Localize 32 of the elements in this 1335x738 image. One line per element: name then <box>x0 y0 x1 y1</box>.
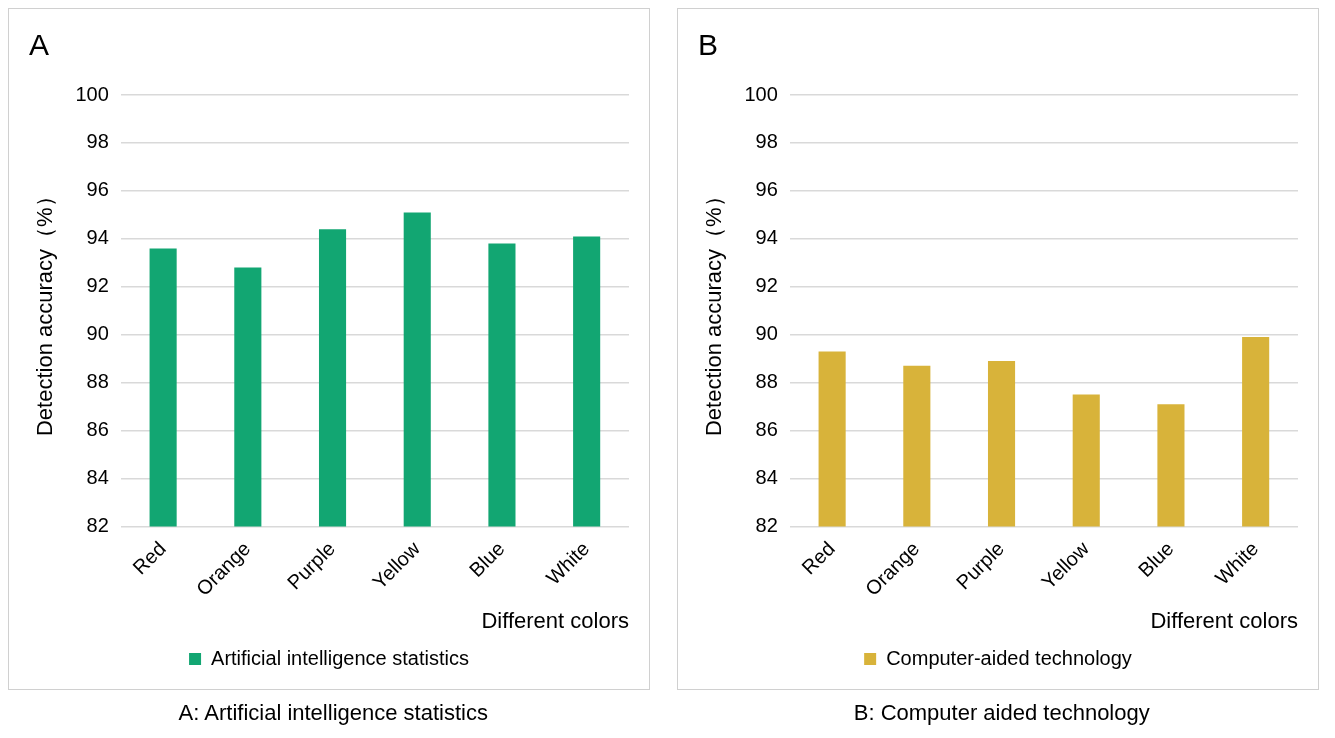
x-tick-label: Blue <box>464 537 509 581</box>
y-tick-label: 98 <box>86 130 109 153</box>
y-tick-label: 82 <box>86 513 109 536</box>
y-tick-label: 96 <box>86 178 109 201</box>
y-tick-label: 94 <box>755 226 778 249</box>
y-tick-label: 88 <box>755 370 778 393</box>
y-tick-label: 100 <box>743 82 778 105</box>
y-tick-label: 90 <box>755 322 778 345</box>
text: A: Artificial intelligence statistics <box>177 700 489 726</box>
chart-title: B <box>697 28 718 62</box>
y-axis-title: Detection accuracy（%） <box>32 185 58 437</box>
chart-title: A <box>29 28 50 62</box>
y-tick-label: 88 <box>86 370 109 393</box>
x-axis-title: Different colors <box>481 607 629 633</box>
y-tick-label: 96 <box>755 178 778 201</box>
y-tick-label: 86 <box>755 418 778 441</box>
y-tick-label: 86 <box>86 418 109 441</box>
y-tick-label: 100 <box>75 82 109 105</box>
legend-label: Computer-aided technology <box>885 646 1132 669</box>
y-tick-label: 84 <box>86 466 109 489</box>
y-tick-label: 94 <box>86 226 109 249</box>
y-tick-label: 92 <box>755 274 778 297</box>
legend-label: Artificial intelligence statistics <box>211 646 469 669</box>
y-tick-label: 84 <box>755 466 778 489</box>
y-tick-label: 92 <box>86 274 109 297</box>
y-axis-title: Detection accuracy（%） <box>700 185 726 437</box>
y-tick-label: 90 <box>86 322 109 345</box>
x-axis-title: Different colors <box>1149 607 1298 633</box>
y-tick-label: 98 <box>755 130 778 153</box>
x-tick-label: Blue <box>1133 537 1178 581</box>
y-tick-label: 82 <box>755 513 778 536</box>
text: B: Computer aided technology <box>852 700 1151 726</box>
